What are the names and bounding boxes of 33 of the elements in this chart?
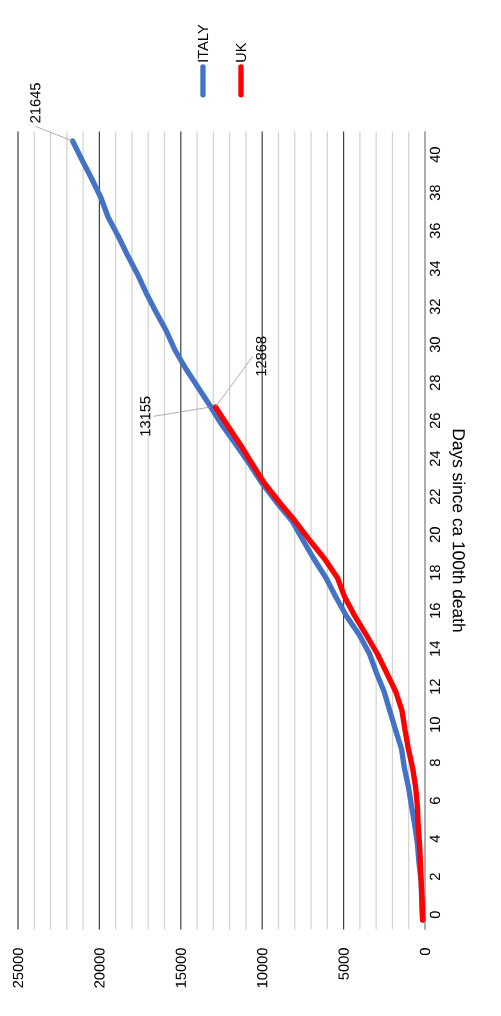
y-tick-label: 28 [429, 375, 441, 391]
y-tick-label: 30 [429, 337, 441, 353]
y-tick-label: 38 [429, 185, 441, 201]
y-tick-label: 40 [429, 147, 441, 163]
annotation: 21645 [30, 83, 41, 123]
y-tick-label: 34 [429, 260, 441, 277]
y-tick-label: 26 [429, 413, 441, 429]
y-tick-label: 24 [429, 450, 440, 467]
annotation: 12868 [255, 336, 267, 376]
y-tick-label: 10 [429, 717, 441, 732]
y-tick-label: 0 [429, 911, 441, 919]
text: ITALY [197, 24, 209, 62]
y-tick-label: 32 [429, 299, 441, 315]
x-tick-label: 15000 [175, 948, 186, 988]
y-tick-label: 6 [429, 797, 441, 804]
x-tick-label: 0 [419, 948, 431, 956]
text: UK [235, 42, 247, 62]
y-axis-title: Days since ca 100th death [449, 429, 466, 632]
x-tick-label: 20000 [94, 948, 105, 988]
y-tick-label: 8 [429, 759, 441, 767]
y-tick-label: 2 [429, 873, 440, 880]
y-tick-label: 36 [429, 223, 441, 239]
y-tick-label: 14 [429, 640, 440, 656]
y-tick-label: 16 [429, 603, 441, 618]
y-tick-label: 12 [429, 679, 440, 694]
x-tick-label: 25000 [12, 948, 24, 988]
y-tick-label: 22 [429, 489, 440, 505]
y-tick-label: 20 [429, 527, 441, 543]
annotation: 13155 [140, 396, 151, 436]
x-tick-label: 5000 [338, 948, 349, 980]
y-tick-label: 4 [429, 835, 440, 843]
x-tick-label: 10000 [257, 948, 268, 988]
y-tick-label: 18 [429, 565, 441, 580]
